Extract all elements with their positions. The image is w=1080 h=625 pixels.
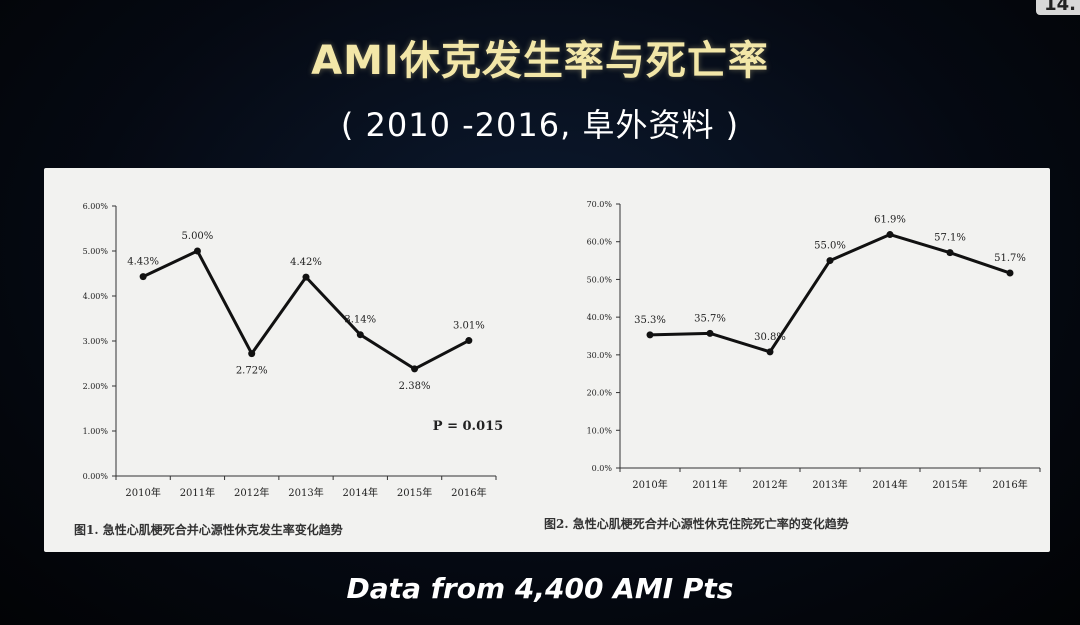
y-tick-label: 40.0% bbox=[587, 313, 613, 322]
y-tick-label: 20.0% bbox=[587, 389, 613, 398]
x-tick-label: 2016年 bbox=[992, 478, 1027, 491]
incidence-chart: 0.00% 1.00% 2.00% 3.00% 4.00% 5.00% 6.00% 2010年… bbox=[74, 202, 503, 537]
data-point bbox=[886, 231, 894, 239]
y-tick-label: 3.00% bbox=[83, 337, 109, 346]
slide-title: AMI休克发生率与死亡率 bbox=[311, 38, 769, 84]
y-tick-label: 0.00% bbox=[83, 472, 109, 481]
x-tick-label: 2015年 bbox=[397, 486, 432, 499]
data-label: 51.7% bbox=[994, 253, 1026, 264]
chart-panel: 0.00% 1.00% 2.00% 3.00% 4.00% 5.00% 6.00% 2010年… bbox=[44, 168, 1050, 552]
data-point bbox=[766, 348, 774, 356]
series-line bbox=[142, 249, 470, 371]
x-tick-label: 2012年 bbox=[752, 478, 787, 491]
slide-subtitle: ( 2010 -2016, 阜外资料 ) bbox=[340, 106, 740, 144]
page-number: 14. bbox=[1036, 0, 1080, 15]
y-tick-label: 0.0% bbox=[592, 464, 613, 473]
p-value-annotation: P = 0.015 bbox=[433, 419, 503, 434]
data-point bbox=[946, 249, 954, 257]
x-tick-label: 2015年 bbox=[932, 478, 967, 491]
data-point bbox=[139, 273, 147, 281]
figure-caption: 图1. 急性心肌梗死合并心源性休克发生率变化趋势 bbox=[74, 522, 343, 537]
data-point bbox=[302, 273, 310, 281]
x-tick-label: 2010年 bbox=[632, 478, 667, 491]
data-label: 3.01% bbox=[453, 321, 485, 332]
x-tick-label: 2012年 bbox=[234, 486, 269, 499]
data-point bbox=[646, 331, 654, 339]
data-label: 55.0% bbox=[814, 241, 846, 252]
data-point bbox=[706, 329, 714, 337]
data-label: 57.1% bbox=[934, 233, 966, 244]
y-tick-label: 4.00% bbox=[83, 292, 109, 301]
data-point bbox=[411, 365, 419, 373]
data-source-note: Data from 4,400 AMI Pts bbox=[346, 572, 734, 605]
y-tick-label: 6.00% bbox=[83, 202, 109, 211]
y-tick-label: 2.00% bbox=[83, 382, 109, 391]
y-tick-label: 70.0% bbox=[587, 200, 613, 209]
data-label: 3.14% bbox=[344, 315, 376, 326]
x-tick-label: 2011年 bbox=[180, 486, 215, 499]
data-label: 2.72% bbox=[236, 366, 268, 377]
data-point bbox=[465, 337, 473, 345]
data-point bbox=[248, 350, 256, 358]
series-line bbox=[649, 233, 1011, 354]
x-tick-label: 2013年 bbox=[288, 486, 323, 499]
y-tick-label: 50.0% bbox=[587, 275, 613, 284]
x-tick-label: 2014年 bbox=[343, 486, 378, 499]
x-tick-label: 2010年 bbox=[125, 486, 160, 499]
y-tick-label: 1.00% bbox=[83, 427, 109, 436]
data-label: 30.8% bbox=[754, 332, 786, 343]
data-point bbox=[1006, 269, 1014, 277]
data-point bbox=[193, 247, 201, 255]
data-label: 5.00% bbox=[182, 231, 214, 242]
x-tick-label: 2016年 bbox=[451, 486, 486, 499]
x-tick-label: 2014年 bbox=[872, 478, 907, 491]
data-label: 35.7% bbox=[694, 313, 726, 324]
mortality-chart: 0.0% 10.0% 20.0% 30.0% 40.0% 50.0% 60.0% 70.0% 2… bbox=[544, 200, 1041, 531]
data-label: 61.9% bbox=[874, 215, 906, 226]
y-tick-label: 10.0% bbox=[587, 426, 613, 435]
data-label: 35.3% bbox=[634, 315, 666, 326]
data-label: 4.42% bbox=[290, 257, 322, 268]
data-point bbox=[356, 331, 364, 339]
x-tick-label: 2011年 bbox=[692, 478, 727, 491]
x-tick-label: 2013年 bbox=[812, 478, 847, 491]
data-label: 2.38% bbox=[399, 381, 431, 392]
y-tick-label: 30.0% bbox=[587, 351, 613, 360]
y-tick-label: 5.00% bbox=[83, 247, 109, 256]
y-tick-label: 60.0% bbox=[587, 238, 613, 247]
data-label: 4.43% bbox=[127, 257, 159, 268]
figure-caption: 图2. 急性心肌梗死合并心源性休克住院死亡率的变化趋势 bbox=[544, 516, 849, 531]
data-point bbox=[826, 257, 834, 265]
